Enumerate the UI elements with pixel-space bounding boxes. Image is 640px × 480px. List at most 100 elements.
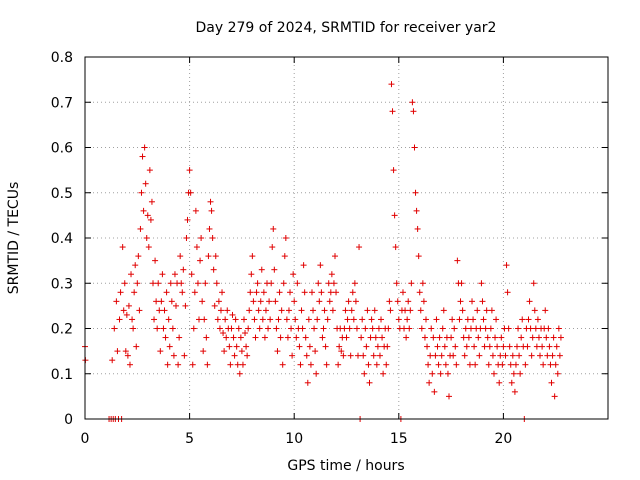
data-point bbox=[329, 307, 336, 314]
y-tick-label: 0 bbox=[64, 412, 73, 428]
data-point bbox=[384, 343, 391, 350]
data-point bbox=[283, 316, 290, 323]
data-point bbox=[315, 280, 322, 287]
data-point bbox=[374, 343, 381, 350]
data-point bbox=[471, 343, 478, 350]
data-point bbox=[395, 316, 402, 323]
data-point bbox=[189, 361, 196, 368]
data-point bbox=[516, 352, 523, 359]
data-point bbox=[180, 266, 187, 273]
data-point bbox=[240, 316, 247, 323]
data-point bbox=[305, 316, 312, 323]
data-point bbox=[342, 307, 349, 314]
data-point bbox=[125, 302, 132, 309]
y-tick-label: 0.5 bbox=[51, 186, 73, 202]
data-point bbox=[284, 334, 291, 341]
data-point bbox=[330, 280, 337, 287]
data-point bbox=[300, 262, 307, 269]
data-point bbox=[467, 325, 474, 332]
data-point bbox=[271, 266, 278, 273]
data-point bbox=[358, 334, 365, 341]
data-point bbox=[272, 298, 279, 305]
data-point bbox=[345, 298, 352, 305]
data-point bbox=[533, 343, 540, 350]
data-point bbox=[513, 343, 520, 350]
data-point bbox=[407, 307, 414, 314]
data-point bbox=[462, 325, 469, 332]
data-point bbox=[302, 334, 309, 341]
data-point bbox=[142, 180, 149, 187]
data-point bbox=[355, 352, 362, 359]
data-point bbox=[418, 325, 425, 332]
data-point bbox=[197, 257, 204, 264]
data-point bbox=[130, 325, 137, 332]
data-point bbox=[146, 167, 153, 174]
data-point bbox=[480, 316, 487, 323]
data-point bbox=[494, 343, 501, 350]
data-point bbox=[346, 325, 353, 332]
data-point bbox=[198, 235, 205, 241]
x-tick-label: 10 bbox=[285, 431, 303, 447]
data-point bbox=[486, 343, 493, 350]
data-point bbox=[498, 334, 505, 341]
data-point bbox=[444, 370, 451, 377]
data-point bbox=[293, 334, 300, 341]
data-point bbox=[289, 352, 296, 359]
data-point bbox=[487, 325, 494, 332]
data-point bbox=[209, 235, 216, 241]
data-point bbox=[528, 352, 535, 359]
data-point bbox=[470, 316, 477, 323]
data-point bbox=[187, 189, 194, 196]
data-point bbox=[367, 334, 374, 341]
y-axis-label: SRMTID / TECUs bbox=[6, 182, 22, 295]
data-point bbox=[249, 253, 256, 260]
data-point bbox=[542, 307, 549, 314]
data-point bbox=[169, 325, 176, 332]
data-point bbox=[193, 244, 200, 251]
data-point bbox=[388, 81, 395, 88]
data-point bbox=[170, 352, 177, 359]
data-point bbox=[327, 289, 334, 296]
data-point bbox=[344, 316, 351, 323]
data-point bbox=[205, 253, 212, 260]
data-point bbox=[383, 361, 390, 368]
data-point bbox=[525, 316, 532, 323]
x-tick-label: 15 bbox=[390, 431, 408, 447]
data-point bbox=[281, 253, 288, 260]
data-point bbox=[156, 307, 163, 314]
data-point bbox=[235, 325, 242, 332]
data-point bbox=[259, 316, 266, 323]
data-point bbox=[167, 280, 174, 287]
data-point bbox=[320, 325, 327, 332]
data-point bbox=[535, 334, 542, 341]
data-point bbox=[178, 280, 185, 287]
data-point bbox=[412, 189, 419, 196]
data-point bbox=[117, 289, 124, 296]
data-point bbox=[307, 361, 314, 368]
y-tick-label: 0.6 bbox=[51, 141, 73, 157]
data-point bbox=[303, 352, 310, 359]
data-point bbox=[459, 307, 466, 314]
data-point bbox=[253, 289, 260, 296]
data-point bbox=[409, 99, 416, 106]
data-point bbox=[269, 244, 276, 251]
data-point bbox=[442, 361, 449, 368]
data-point bbox=[255, 307, 262, 314]
data-point bbox=[405, 298, 412, 305]
data-point bbox=[372, 334, 379, 341]
data-point bbox=[325, 280, 332, 287]
data-point bbox=[228, 325, 235, 332]
data-points bbox=[82, 81, 564, 422]
data-point bbox=[364, 307, 371, 314]
data-point bbox=[248, 271, 255, 278]
data-point bbox=[482, 325, 489, 332]
data-point bbox=[515, 325, 522, 332]
data-point bbox=[207, 198, 214, 205]
data-point bbox=[210, 266, 217, 273]
data-point bbox=[177, 253, 184, 260]
data-point bbox=[223, 334, 230, 341]
data-point bbox=[299, 325, 306, 332]
data-point bbox=[508, 379, 515, 386]
data-point bbox=[149, 280, 156, 287]
data-point bbox=[437, 370, 444, 377]
